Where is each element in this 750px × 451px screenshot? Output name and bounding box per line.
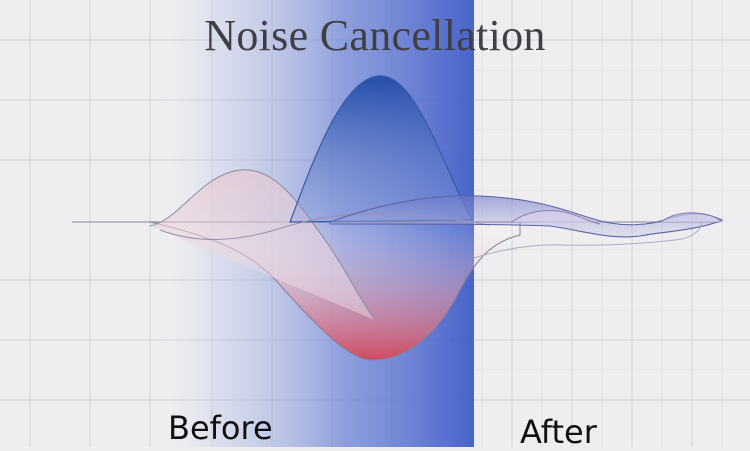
after-label: After	[520, 413, 597, 451]
blue-peak-wave	[289, 75, 473, 223]
page-title: Noise Cancellation	[204, 11, 546, 60]
after-low-wave	[473, 221, 702, 259]
after-trailing-bump	[659, 212, 723, 223]
after-bump	[511, 209, 601, 225]
pink-bump-wave	[149, 169, 376, 321]
before-label: Before	[168, 409, 273, 447]
